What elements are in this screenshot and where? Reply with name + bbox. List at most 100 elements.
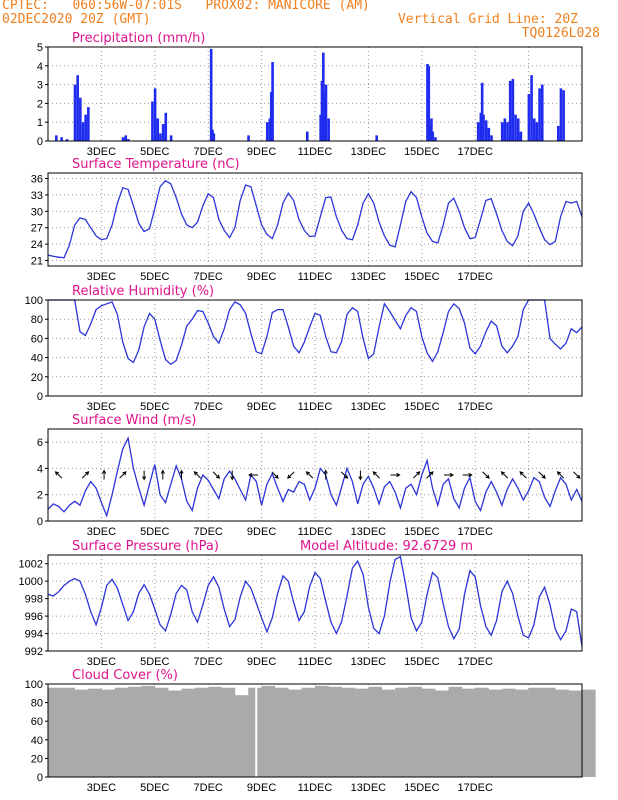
y-tick-label: 40 xyxy=(31,735,43,747)
precipitation-bar xyxy=(159,133,162,141)
y-tick-label: 6 xyxy=(37,437,43,449)
wind-arrow xyxy=(538,471,546,479)
y-tick-label: 4 xyxy=(37,463,43,475)
x-tick-label: 11DEC xyxy=(298,401,333,413)
wind-arrow xyxy=(212,471,220,479)
cloud-cover-bar xyxy=(488,689,503,777)
y-tick-label: 27 xyxy=(31,223,43,235)
x-tick-label: 13DEC xyxy=(351,146,387,158)
cloud-cover-bar xyxy=(381,689,396,777)
cloud-cover-bar xyxy=(74,689,89,777)
precipitation-bar xyxy=(212,133,216,141)
y-tick-label: 2 xyxy=(37,98,43,110)
x-tick-label: 11DEC xyxy=(298,146,333,158)
precipitation-bar xyxy=(511,78,515,141)
precipitation-bar xyxy=(375,135,379,141)
precipitation-bar xyxy=(156,118,160,141)
x-tick-label: 5DEC xyxy=(140,401,169,413)
precipitation-bar xyxy=(81,122,85,141)
x-tick-label: 17DEC xyxy=(457,401,493,413)
panel-title: Surface Wind (m/s) xyxy=(72,413,196,428)
wind-arrow xyxy=(81,471,89,479)
y-tick-label: 33 xyxy=(31,190,43,202)
cloud-cover-bar xyxy=(368,686,383,777)
wind-arrow-head xyxy=(576,474,581,479)
model-altitude-label: Model Altitude: 92.6729 m xyxy=(300,539,473,554)
x-tick-label: 9DEC xyxy=(247,782,276,794)
panel-frame xyxy=(47,299,583,397)
cloud-cover-bar xyxy=(141,685,156,777)
precipitation-bar xyxy=(211,129,214,141)
wind-arrow xyxy=(426,471,434,479)
cloud-cover-bar xyxy=(355,688,369,777)
x-tick-label: 13DEC xyxy=(351,526,387,538)
x-tick-label: 17DEC xyxy=(457,656,493,668)
wind-arrow xyxy=(372,471,380,479)
precipitation-bar xyxy=(151,101,154,141)
wind-arrow-head xyxy=(500,471,505,476)
x-tick-label: 15DEC xyxy=(404,526,440,538)
precipitation-bar xyxy=(153,88,157,141)
precipitation-bar xyxy=(55,135,58,141)
wind-arrow-head xyxy=(429,471,434,476)
precipitation-bar xyxy=(65,139,69,141)
y-tick-label: 1 xyxy=(37,117,43,129)
y-tick-label: 80 xyxy=(31,314,43,326)
wind-arrow-head xyxy=(160,469,165,474)
precipitation-bar xyxy=(60,137,63,141)
precipitation-bar xyxy=(559,88,563,141)
series-line xyxy=(47,436,583,518)
x-tick-label: 13DEC xyxy=(351,782,387,794)
cloud-cover-bar xyxy=(408,686,423,777)
x-tick-label: 9DEC xyxy=(247,656,276,668)
x-tick-label: 13DEC xyxy=(351,656,387,668)
wind-arrow xyxy=(271,471,279,479)
cloud-cover-bar xyxy=(421,688,436,777)
precipitation-bar xyxy=(434,137,437,141)
panel-title: Cloud Cover (%) xyxy=(72,668,178,683)
precipitation-bar xyxy=(121,137,125,141)
x-tick-label: 9DEC xyxy=(247,401,276,413)
precipitation-bar xyxy=(490,135,493,141)
x-tick-label: 7DEC xyxy=(194,782,223,794)
precipitation-bar xyxy=(305,131,309,141)
precipitation-bar xyxy=(319,114,322,141)
panel-3: 0 20 40 60 80 100 3DEC 5DEC 7DEC 9DEC 11DEC 13DEC 15… xyxy=(25,284,583,413)
wind-arrow-head xyxy=(416,471,421,476)
panel-2: 21 24 27 30 33 36 3DEC 5DEC 7DEC 9DEC 11DEC 13DEC 15… xyxy=(31,157,583,283)
y-tick-label: 998 xyxy=(25,594,43,606)
cloud-cover-bar xyxy=(128,686,142,777)
x-tick-label: 9DEC xyxy=(247,146,276,158)
cloud-cover-bar xyxy=(541,687,556,777)
precipitation-bar xyxy=(426,63,429,141)
precipitation-bar xyxy=(519,131,523,141)
wind-arrow xyxy=(340,471,348,479)
x-tick-label: 3DEC xyxy=(87,782,116,794)
wind-arrow-head xyxy=(101,469,107,474)
cloud-cover-bar xyxy=(194,687,209,777)
precipitation-bar xyxy=(79,97,82,141)
x-tick-label: 9DEC xyxy=(247,271,276,283)
precipitation-bar xyxy=(535,122,539,141)
precipitation-bar xyxy=(76,75,79,141)
cloud-cover-bar xyxy=(288,689,302,777)
x-tick-label: 13DEC xyxy=(351,271,387,283)
y-tick-label: 4 xyxy=(37,61,43,73)
x-tick-label: 17DEC xyxy=(457,782,493,794)
cloud-cover-bar xyxy=(435,690,449,777)
series-line xyxy=(47,555,583,647)
cloud-cover-bar xyxy=(341,687,356,777)
y-tick-label: 996 xyxy=(25,611,43,623)
precipitation-bar xyxy=(480,82,484,141)
y-tick-label: 60 xyxy=(31,333,43,345)
wind-arrow-head xyxy=(305,471,311,476)
wind-arrow xyxy=(501,471,509,479)
wind-arrow xyxy=(557,471,565,479)
wind-arrow-head xyxy=(344,474,349,479)
wind-arrow xyxy=(287,471,295,479)
panel-title: Relative Humidity (%) xyxy=(72,284,214,299)
x-tick-label: 17DEC xyxy=(457,526,493,538)
cloud-cover-bar xyxy=(582,689,596,777)
y-tick-label: 1000 xyxy=(19,576,43,588)
precipitation-bar xyxy=(323,94,326,141)
